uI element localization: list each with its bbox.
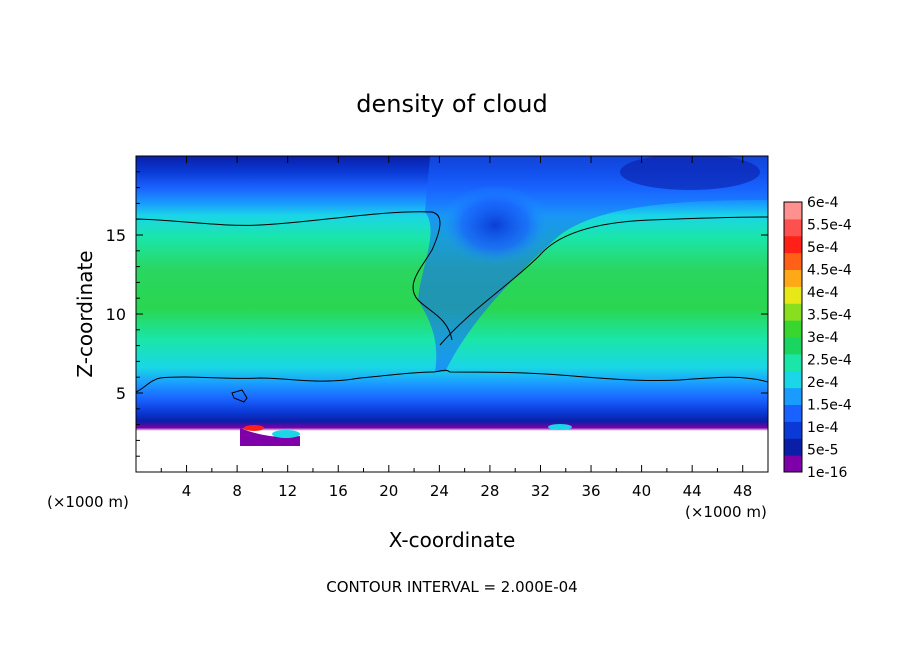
heatmap-field bbox=[136, 156, 768, 472]
colorbar-swatch bbox=[784, 320, 802, 338]
x-tick-label: 40 bbox=[632, 482, 651, 500]
colorbar-swatch bbox=[784, 438, 802, 456]
upper-right-dark bbox=[620, 156, 760, 190]
colorbar bbox=[783, 201, 803, 473]
y-axis-label: Z-coordinate bbox=[73, 250, 97, 377]
contour-upper-left bbox=[136, 211, 453, 341]
x-axis-ticks: 4 8 12 16 20 24 28 32 36 40 44 48 bbox=[160, 156, 752, 500]
colorbar-swatch bbox=[784, 455, 802, 473]
colorbar-label: 1.5e-4 bbox=[807, 398, 852, 414]
colorbar-labels: 1e-16 5e-5 1e-4 1.5e-4 2e-4 2.5e-4 3e-4 3.5e-4 4… bbox=[807, 195, 852, 481]
colorbar-label: 4e-4 bbox=[807, 285, 839, 301]
colorbar-label: 5e-5 bbox=[807, 443, 838, 459]
ground-blank bbox=[136, 440, 768, 472]
y-tick-label: 10 bbox=[106, 305, 126, 324]
x-tick-label: 44 bbox=[683, 482, 702, 500]
y-tick-label: 15 bbox=[106, 226, 126, 245]
contour-small-loop bbox=[231, 389, 248, 403]
colorbar-label: 5e-4 bbox=[807, 240, 839, 256]
contour-interval-note: CONTOUR INTERVAL = 2.000E-04 bbox=[326, 578, 577, 596]
colorbar-swatch bbox=[784, 370, 802, 389]
x-tick-label: 16 bbox=[329, 482, 348, 500]
ground-mask-left bbox=[136, 432, 150, 442]
colorbar-label: 4.5e-4 bbox=[807, 263, 852, 279]
colorbar-label: 1e-16 bbox=[807, 465, 847, 481]
x-tick-label: 24 bbox=[430, 482, 449, 500]
x-tick-label: 32 bbox=[531, 482, 550, 500]
chart-title: density of cloud bbox=[356, 90, 547, 118]
colorbar-label: 3e-4 bbox=[807, 330, 839, 346]
contour-lower bbox=[136, 369, 768, 393]
colorbar-frame bbox=[783, 201, 803, 473]
x-tick-label: 4 bbox=[182, 482, 192, 500]
colorbar-swatch bbox=[784, 303, 802, 321]
colorbar-swatch bbox=[784, 202, 802, 220]
colorbar-label: 6e-4 bbox=[807, 195, 839, 211]
colorbar-swatch bbox=[784, 404, 802, 422]
x-tick-label: 12 bbox=[278, 482, 297, 500]
x-tick-label: 28 bbox=[480, 482, 499, 500]
colorbar-label: 2.5e-4 bbox=[807, 353, 852, 369]
hotspot-left-outer bbox=[272, 430, 300, 438]
hotspot-left bbox=[244, 425, 264, 431]
hotspot-right bbox=[548, 424, 572, 430]
x-tick-label: 36 bbox=[581, 482, 600, 500]
x-axis-unit-right: (×1000 m) bbox=[685, 503, 767, 521]
colorbar-label: 3.5e-4 bbox=[807, 308, 852, 324]
x-tick-label: 48 bbox=[733, 482, 752, 500]
colorbar-label: 5.5e-4 bbox=[807, 218, 852, 234]
contour-upper-right bbox=[439, 216, 768, 346]
colorbar-swatch bbox=[784, 337, 802, 355]
colorbar-swatch bbox=[784, 286, 802, 304]
colorbar-swatch bbox=[784, 353, 802, 372]
colorbar-swatch bbox=[784, 252, 802, 270]
x-tick-label: 8 bbox=[232, 482, 242, 500]
colorbar-swatch bbox=[784, 269, 802, 287]
colorbar-swatch bbox=[784, 387, 802, 405]
purple-patch-left bbox=[240, 428, 300, 446]
colorbar-swatch bbox=[784, 421, 802, 439]
x-axis-unit-left: (×1000 m) bbox=[47, 493, 129, 511]
y-axis-ticks: 5 10 15 bbox=[106, 171, 768, 457]
colorbar-swatch bbox=[784, 235, 802, 254]
x-axis-label: X-coordinate bbox=[389, 528, 516, 552]
x-tick-label: 20 bbox=[379, 482, 398, 500]
colorbar-label: 1e-4 bbox=[807, 420, 839, 436]
colorbar-swatch bbox=[784, 218, 802, 237]
y-tick-label: 5 bbox=[116, 384, 126, 403]
colorbar-label: 2e-4 bbox=[807, 375, 839, 391]
gap-core bbox=[440, 185, 550, 265]
